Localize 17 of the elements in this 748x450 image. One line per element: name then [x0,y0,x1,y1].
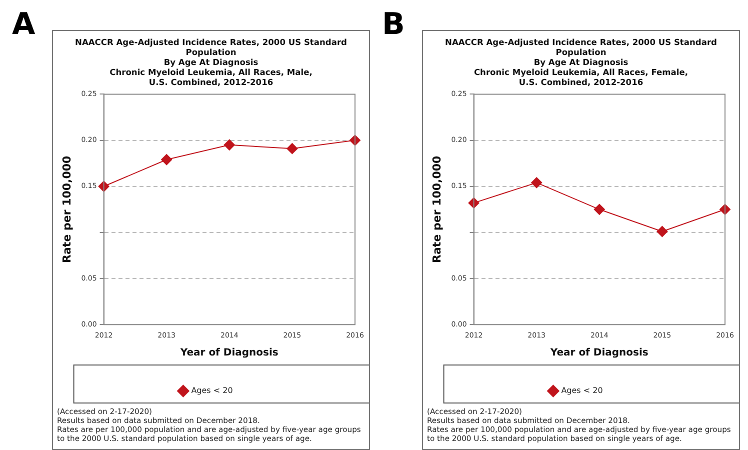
text: B [382,7,405,42]
text: A [12,7,36,42]
chart-title: NAACCR Age-Adjusted Incidence Rates, 2000 US Standard Population By Age At Diagnosis Chronic Myeloid Leukemia, All Races, Male, U.S. Combined, 2012-2016 [74,37,348,87]
point [594,204,605,215]
point [656,226,668,238]
point [531,177,542,188]
point [98,180,110,192]
point [161,154,172,166]
x-axis-title: Year of Diagnosis [549,348,648,359]
legend-label: Ages < 20 [561,386,603,396]
y-axis-title: Rate per 100,000 [60,155,74,263]
point [224,139,235,150]
chart-title: NAACCR Age-Adjusted Incidence Rates, 2000 US Standard Population By Age At Diagnosis Chronic Myeloid Leukemia, All Races, Female, U.S. Combined, 2012-2016 [444,37,718,87]
y-axis-title: Rate per 100,000 [430,155,444,263]
point [286,143,298,154]
legend-label: Ages < 20 [191,386,233,396]
x-axis-title: Year of Diagnosis [179,348,278,359]
